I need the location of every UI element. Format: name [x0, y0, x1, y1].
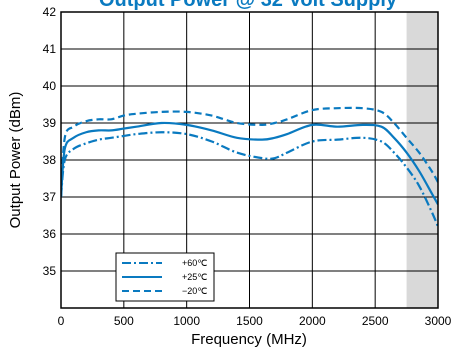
- x-tick-labels: 0 500 1000 1500 2000 2500 3000: [58, 314, 452, 328]
- x-tick-label: 2500: [362, 314, 389, 328]
- series-layer: [61, 106, 438, 228]
- y-tick-label: 41: [43, 42, 57, 56]
- legend-label: −20℃: [182, 286, 207, 296]
- plot-frame: [60, 11, 439, 309]
- y-tick-labels: 35 36 37 38 39 40 41 42: [43, 5, 57, 278]
- chart-title: Output Power @ 32 Volt Supply: [99, 0, 398, 11]
- y-tick-label: 39: [43, 116, 57, 130]
- y-tick-label: 38: [43, 153, 57, 167]
- x-tick-label: 1500: [236, 314, 263, 328]
- y-tick-label: 35: [43, 264, 57, 278]
- x-tick-label: 1000: [173, 314, 200, 328]
- series-line-3: [61, 106, 438, 198]
- y-tick-label: 37: [43, 190, 57, 204]
- x-axis-label: Frequency (MHz): [191, 331, 307, 347]
- series-line-2: [61, 121, 438, 205]
- series-line-1: [61, 131, 438, 228]
- x-tick-label: 500: [114, 314, 134, 328]
- y-tick-label: 36: [43, 227, 57, 241]
- legend-label: +25℃: [182, 272, 207, 282]
- legend-box: [115, 252, 215, 302]
- x-tick-label: 0: [58, 314, 65, 328]
- y-tick-label: 42: [43, 5, 57, 19]
- legend-label: +60℃: [182, 258, 207, 268]
- x-tick-label: 2000: [299, 314, 326, 328]
- x-tick-label: 3000: [425, 314, 452, 328]
- legend: +60℃ +25℃ −20℃: [115, 252, 215, 302]
- y-tick-label: 40: [43, 79, 57, 93]
- y-axis-label: Output Power (dBm): [7, 92, 24, 229]
